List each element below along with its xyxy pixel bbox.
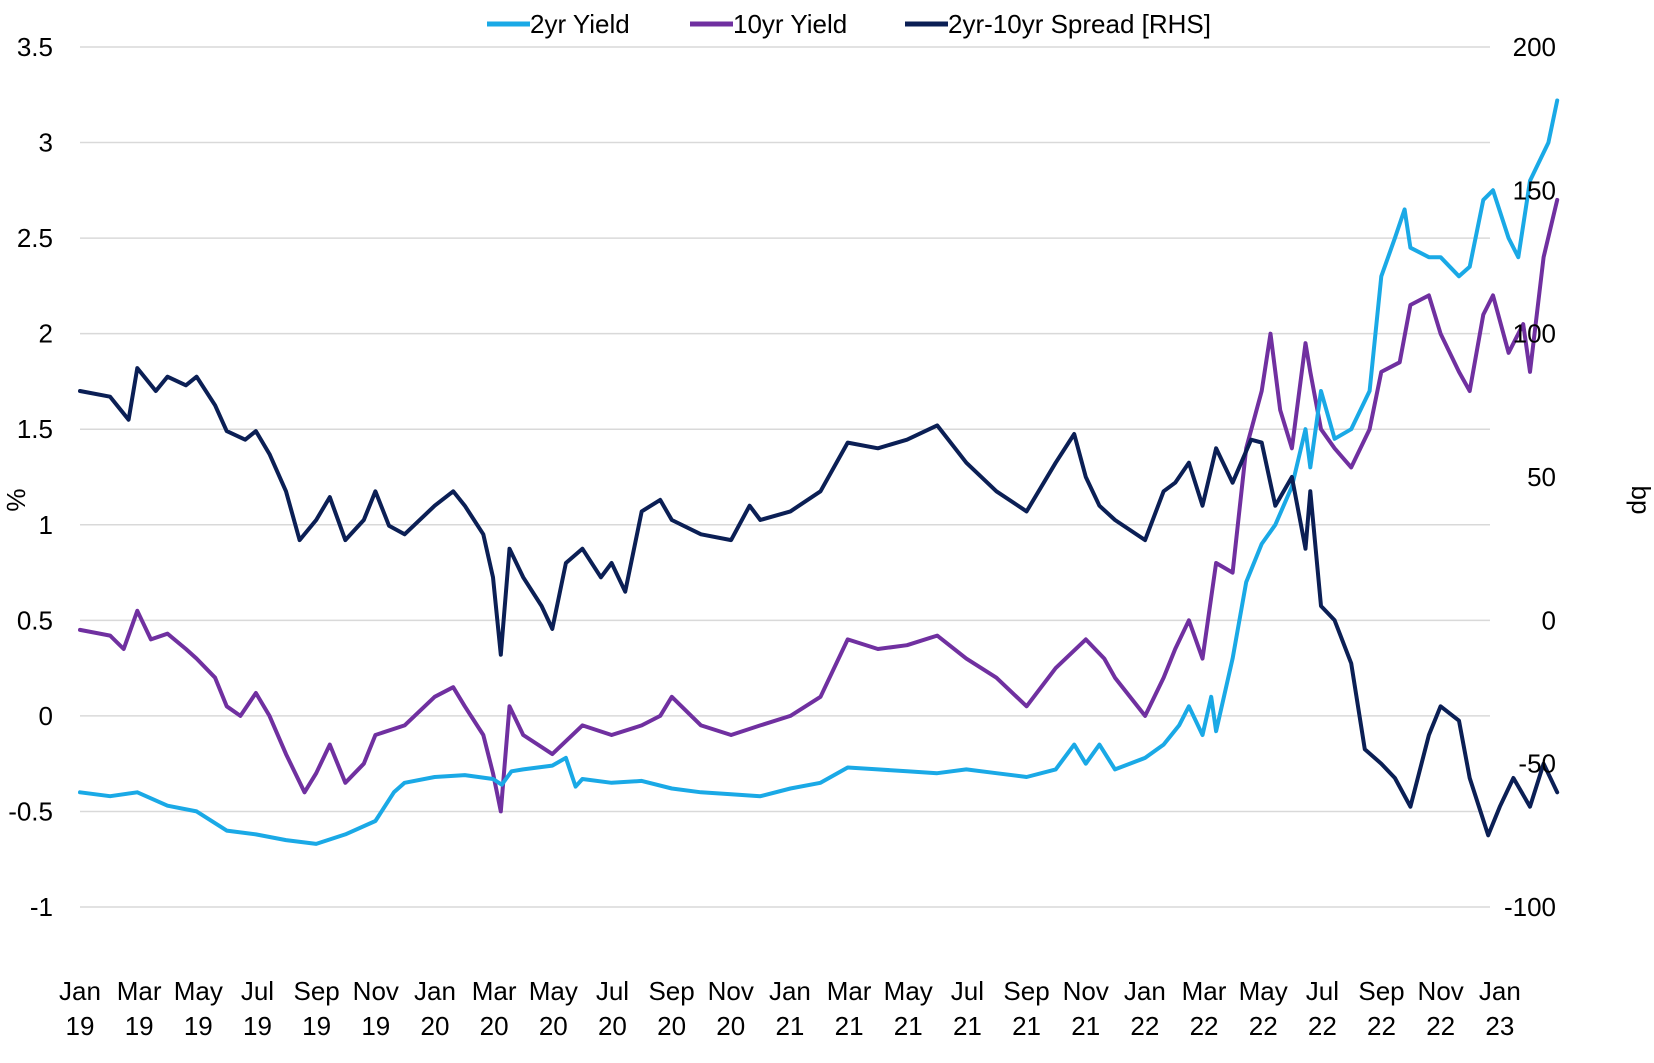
x-tick-label-year: 22 [1190,1011,1219,1041]
x-tick-label-year: 19 [66,1011,95,1041]
right-axis-title: bp [1626,486,1654,515]
x-tick-label-year: 22 [1249,1011,1278,1041]
x-tick-label-month: May [174,976,223,1006]
x-tick-label-year: 19 [184,1011,213,1041]
x-tick-label-month: Jan [1124,976,1166,1006]
x-tick-label-month: May [884,976,933,1006]
x-tick-label-year: 19 [125,1011,154,1041]
x-tick-label-year: 21 [1071,1011,1100,1041]
x-tick-label-month: Nov [1063,976,1109,1006]
x-tick-label-month: Mar [1182,976,1227,1006]
x-tick-label-month: Jan [1479,976,1521,1006]
x-tick-label-year: 19 [243,1011,272,1041]
right-tick-label: 100 [1513,319,1556,349]
x-tick-label-month: Sep [648,976,694,1006]
right-tick-label: -100 [1504,892,1556,922]
x-tick-label-month: Jul [1306,976,1339,1006]
x-tick-label-year: 20 [716,1011,745,1041]
x-tick-label-month: Mar [117,976,162,1006]
legend-label: 2yr-10yr Spread [RHS] [948,9,1211,39]
x-tick-label-year: 19 [302,1011,331,1041]
x-tick-label-month: Nov [1418,976,1464,1006]
x-tick-label-year: 21 [894,1011,923,1041]
x-tick-label-month: Nov [353,976,399,1006]
x-tick-label-month: Mar [472,976,517,1006]
left-tick-label: -0.5 [8,796,53,826]
gridlines [80,46,1490,908]
right-tick-label: 200 [1513,32,1556,62]
x-axis-tick-labels: Jan 19 Mar 19 May 19 Jul 19 Sep 19 Nov 19 Jan 20 Mar 20… [59,976,1521,1041]
series-lines [78,98,1560,846]
x-tick-label-year: 21 [1012,1011,1041,1041]
x-tick-label-month: May [529,976,578,1006]
x-tick-label-year: 20 [657,1011,686,1041]
right-tick-label: 150 [1513,175,1556,205]
x-tick-label-month: Jan [59,976,101,1006]
left-tick-label: 2 [39,319,53,349]
x-tick-label-year: 21 [835,1011,864,1041]
x-tick-label-year: 20 [539,1011,568,1041]
right-tick-label: 50 [1527,462,1556,492]
legend-label: 10yr Yield [733,9,847,39]
left-axis-title: % [1,488,31,511]
right-axis-tick-labels: 200 150 100 50 0 -50 -100 [1504,32,1556,922]
series-line-2yr-yield [78,98,1560,846]
x-tick-label-month: Jul [596,976,629,1006]
x-tick-label-month: Mar [827,976,872,1006]
x-tick-label-year: 22 [1367,1011,1396,1041]
x-tick-label-year: 23 [1485,1011,1514,1041]
x-tick-label-year: 22 [1308,1011,1337,1041]
left-axis-tick-labels: 3.5 3 2.5 2 1.5 1 0.5 0 -0.5 -1 [8,32,53,922]
left-tick-label: 1 [39,510,53,540]
x-tick-label-year: 22 [1130,1011,1159,1041]
x-tick-label-year: 20 [420,1011,449,1041]
left-tick-label: 2.5 [17,223,53,253]
left-tick-label: 1.5 [17,414,53,444]
chart-legend: 2yr Yield 10yr Yield 2yr-10yr Spread [RHS] [487,9,1211,39]
x-tick-label-month: Jan [414,976,456,1006]
left-tick-label: 3 [39,128,53,158]
legend-label: 2yr Yield [530,9,630,39]
right-tick-label: -50 [1518,749,1556,779]
x-tick-label-year: 19 [361,1011,390,1041]
left-tick-label: 0.5 [17,605,53,635]
x-tick-label-year: 20 [480,1011,509,1041]
x-tick-label-month: Jul [241,976,274,1006]
left-tick-label: 3.5 [17,32,53,62]
series-line-2yr-10yr-spread-rhs- [78,366,1560,838]
x-tick-label-year: 21 [775,1011,804,1041]
x-tick-label-month: Sep [1003,976,1049,1006]
x-tick-label-month: Jul [951,976,984,1006]
series-line-10yr-yield [78,197,1560,814]
x-tick-label-year: 21 [953,1011,982,1041]
x-tick-label-month: Sep [1358,976,1404,1006]
x-tick-label-month: Sep [294,976,340,1006]
x-tick-label-month: Jan [769,976,811,1006]
left-tick-label: -1 [30,892,53,922]
left-tick-label: 0 [39,701,53,731]
x-tick-label-year: 22 [1426,1011,1455,1041]
x-tick-label-month: May [1239,976,1288,1006]
right-tick-label: 0 [1542,605,1556,635]
x-tick-label-month: Nov [708,976,754,1006]
x-tick-label-year: 20 [598,1011,627,1041]
